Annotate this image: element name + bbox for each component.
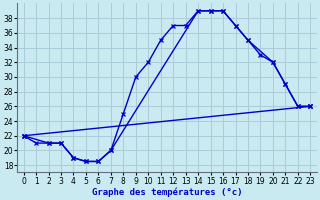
X-axis label: Graphe des températures (°c): Graphe des températures (°c) bbox=[92, 187, 242, 197]
